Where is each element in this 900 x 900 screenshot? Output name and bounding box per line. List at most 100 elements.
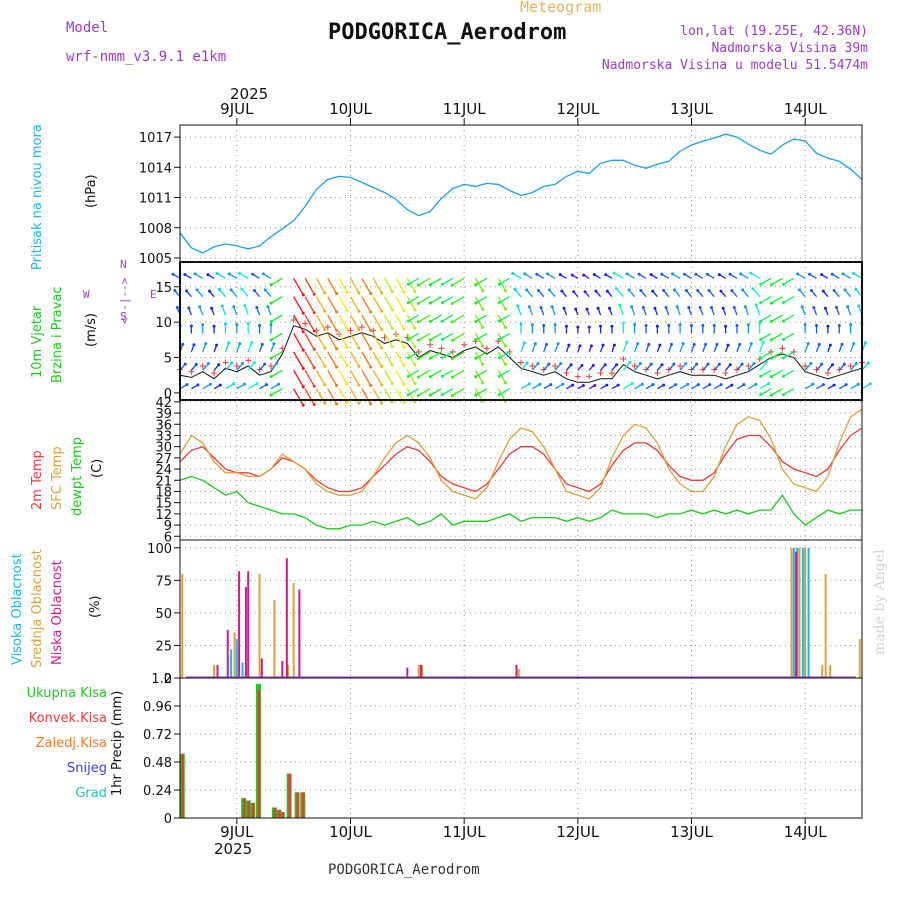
bar-srednja-oblacnost	[213, 664, 216, 678]
wind-arrow-head	[175, 306, 179, 310]
wind-arrow-head	[759, 282, 763, 286]
y-tick-label: 15	[155, 281, 172, 296]
wind-arrow	[442, 332, 454, 341]
wind-arrow-head	[599, 324, 603, 328]
gust-marker	[347, 327, 354, 334]
wind-arrow	[430, 332, 442, 341]
wind-arrow	[452, 388, 465, 397]
wind-arrow-head	[530, 323, 534, 327]
wind-arrow-head	[678, 323, 682, 327]
x-tick-label-top: 10JUL	[329, 100, 372, 118]
wind-arrow-head	[440, 374, 444, 378]
wind-arrow-head	[843, 288, 847, 292]
wind-arrow	[349, 333, 360, 349]
wind-arrow	[372, 351, 383, 367]
wind-arrow-head	[866, 361, 870, 365]
series-line-dewpt-temp	[179, 475, 862, 530]
bar-niska-oblacnost	[795, 551, 798, 678]
wind-arrow-head	[481, 381, 485, 385]
wind-arrow-head	[769, 301, 773, 305]
wind-arrow-head	[357, 309, 361, 313]
wind-arrow	[442, 351, 454, 359]
wind-arrow-head	[181, 342, 185, 346]
wind-arrow-head	[759, 337, 763, 341]
wind-arrow-head	[705, 272, 709, 276]
wind-arrow-head	[724, 324, 728, 328]
wind-arrow	[315, 277, 326, 294]
panel-0	[174, 125, 862, 262]
wind-arrow-head	[826, 324, 830, 328]
gust-marker	[654, 370, 661, 377]
wind-arrow	[760, 296, 772, 304]
wind-arrow-head	[345, 290, 349, 294]
wind-arrow-head	[402, 345, 406, 349]
wind-arrow-head	[553, 323, 557, 327]
wind-arrow-head	[503, 381, 507, 385]
wind-arrow-head	[481, 344, 485, 348]
wind-arrow	[759, 361, 767, 371]
wind-arrow	[372, 296, 383, 312]
wind-arrow-head	[413, 308, 417, 312]
wind-arrow-head	[301, 348, 305, 352]
wind-arrow-head	[831, 363, 835, 367]
wind-arrow	[372, 388, 383, 404]
bar-niska-oblacnost	[226, 629, 229, 678]
wind-arrow	[315, 314, 326, 330]
model-name: wrf-nmm_v3.9.1 e1km	[66, 49, 227, 65]
wind-arrow-head	[808, 272, 812, 276]
wind-arrow	[270, 388, 283, 396]
wind-arrow-head	[474, 375, 478, 379]
wind-arrow	[395, 351, 405, 367]
wind-arrow-head	[269, 393, 273, 397]
wind-arrow	[338, 314, 348, 330]
bar-visoka-oblacnost	[807, 547, 810, 678]
wind-arrow	[304, 277, 315, 295]
wind-arrow-head	[533, 342, 537, 346]
wind-arrow	[361, 277, 372, 294]
wind-arrow	[270, 314, 283, 323]
meteogram-title: Meteogram	[520, 0, 602, 16]
wind-arrow-head	[658, 343, 662, 347]
gust-marker	[779, 345, 786, 352]
wind-arrow	[407, 296, 420, 304]
wind-arrow	[361, 296, 372, 313]
wind-arrow	[304, 314, 315, 332]
wind-arrow	[395, 277, 405, 293]
wind-arrow-head	[639, 289, 643, 293]
model-label: Model	[66, 20, 109, 36]
wind-arrow	[474, 369, 484, 384]
wind-arrow	[406, 296, 416, 311]
wind-arrow-head	[428, 319, 432, 323]
wind-arrow	[407, 388, 420, 396]
wind-arrow-head	[260, 342, 264, 346]
bar-srednja-oblacnost	[417, 664, 420, 678]
gust-marker	[631, 363, 638, 370]
wind-arrow	[452, 369, 465, 378]
wind-arrow-head	[672, 288, 676, 292]
wind-arrow	[474, 277, 484, 292]
wind-arrow-head	[269, 375, 273, 379]
wind-arrow-head	[604, 273, 608, 277]
wind-arrow-head	[497, 337, 501, 341]
wind-arrow	[474, 351, 484, 365]
wind-arrow-head	[428, 393, 432, 397]
wind-arrow-head	[596, 306, 600, 310]
precip-legend-graupel: Grad	[75, 786, 107, 801]
wind-arrow-head	[749, 342, 753, 346]
wind-arrow-head	[237, 271, 241, 275]
wind-arrow-head	[717, 273, 721, 277]
wind-arrow-head	[171, 272, 175, 276]
wind-arrow	[752, 288, 761, 298]
bar-niska-oblacnost	[281, 661, 284, 678]
wind-arrow-head	[380, 383, 384, 387]
wind-arrow-head	[601, 343, 605, 347]
wind-arrow-head	[759, 374, 763, 378]
wind-arrow	[771, 332, 783, 341]
wind-arrow-head	[649, 273, 653, 277]
wind-arrow-head	[728, 272, 732, 276]
wind-arrow-head	[357, 364, 361, 368]
wind-arrow-head	[406, 374, 410, 378]
wind-arrow-head	[272, 342, 276, 346]
wind-arrow-head	[844, 383, 848, 387]
wind-arrow	[760, 351, 772, 359]
